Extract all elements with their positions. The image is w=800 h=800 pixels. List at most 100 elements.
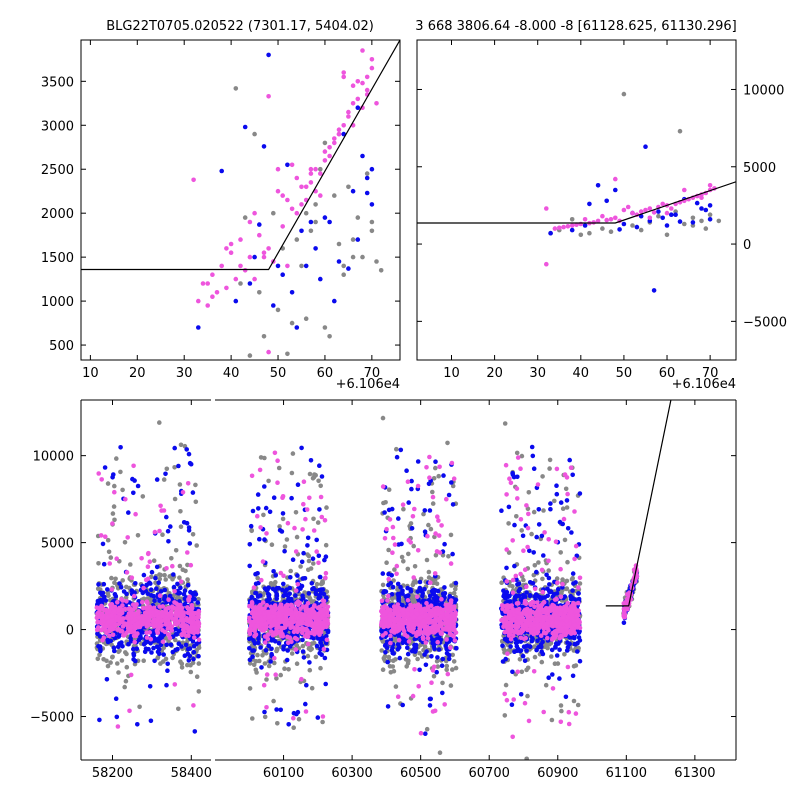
data-point-pink bbox=[451, 476, 457, 482]
data-point-pink bbox=[110, 521, 115, 526]
data-point-grey bbox=[303, 316, 309, 322]
data-point-blue bbox=[308, 458, 314, 463]
data-point-pink bbox=[133, 625, 138, 630]
data-point-grey bbox=[440, 680, 445, 686]
data-point-grey bbox=[141, 658, 146, 663]
data-point-pink bbox=[145, 564, 151, 569]
data-point-grey bbox=[140, 494, 146, 499]
data-point-grey bbox=[299, 263, 304, 269]
data-point-pink bbox=[266, 614, 272, 620]
data-point-pink bbox=[360, 48, 365, 53]
data-point-grey bbox=[322, 140, 328, 146]
data-point-blue bbox=[152, 658, 157, 664]
data-point-blue bbox=[280, 511, 286, 516]
data-point-pink bbox=[369, 65, 375, 71]
data-point-pink bbox=[100, 614, 106, 619]
data-point-grey bbox=[288, 568, 294, 574]
data-point-blue bbox=[405, 585, 410, 591]
data-point-pink bbox=[112, 609, 117, 614]
data-point-pink bbox=[405, 598, 411, 603]
data-point-blue bbox=[164, 642, 169, 648]
data-point-pink bbox=[300, 527, 305, 532]
data-point-pink bbox=[127, 611, 132, 617]
data-point-blue bbox=[314, 643, 320, 649]
data-point-blue bbox=[253, 591, 259, 596]
data-point-blue bbox=[382, 643, 388, 648]
data-point-pink bbox=[257, 232, 262, 238]
data-point-pink bbox=[350, 83, 356, 88]
data-point-blue bbox=[294, 325, 300, 330]
data-point-blue bbox=[318, 587, 324, 592]
data-point-blue bbox=[383, 650, 388, 655]
data-point-blue bbox=[304, 682, 309, 688]
data-point-blue bbox=[190, 490, 196, 495]
data-point-grey bbox=[690, 215, 696, 221]
data-point-blue bbox=[435, 655, 440, 660]
data-point-grey bbox=[374, 259, 379, 264]
data-point-blue bbox=[233, 298, 239, 304]
data-point-grey bbox=[185, 577, 190, 582]
data-point-pink bbox=[299, 202, 304, 207]
data-point-blue bbox=[126, 641, 131, 647]
data-point-pink bbox=[285, 634, 290, 640]
data-point-blue bbox=[277, 528, 283, 533]
data-point-pink bbox=[263, 621, 269, 627]
data-point-grey bbox=[122, 540, 128, 545]
data-point-pink bbox=[96, 605, 101, 611]
data-point-grey bbox=[677, 128, 683, 134]
data-point-blue bbox=[105, 587, 110, 592]
data-point-grey bbox=[285, 351, 290, 357]
data-point-pink bbox=[322, 158, 328, 163]
data-point-pink bbox=[295, 629, 300, 635]
data-point-pink bbox=[323, 570, 329, 576]
data-point-blue bbox=[383, 589, 389, 594]
data-point-pink bbox=[306, 641, 311, 647]
data-point-grey bbox=[412, 580, 418, 585]
data-point-blue bbox=[259, 665, 264, 670]
data-point-blue bbox=[110, 475, 115, 480]
data-point-grey bbox=[193, 499, 199, 505]
data-point-blue bbox=[133, 581, 138, 586]
data-point-pink bbox=[151, 605, 157, 611]
data-point-pink bbox=[252, 627, 257, 632]
data-point-pink bbox=[410, 693, 416, 699]
data-point-blue bbox=[195, 600, 201, 605]
data-point-pink bbox=[251, 619, 256, 624]
data-point-blue bbox=[360, 153, 365, 159]
data-point-blue bbox=[634, 224, 640, 230]
data-point-blue bbox=[306, 591, 312, 596]
data-point-pink bbox=[249, 473, 255, 479]
data-point-pink bbox=[279, 625, 285, 631]
data-point-pink bbox=[107, 633, 112, 639]
data-point-blue bbox=[673, 212, 678, 217]
data-point-grey bbox=[278, 672, 284, 678]
data-point-blue bbox=[390, 645, 395, 651]
data-point-pink bbox=[271, 619, 277, 625]
data-point-pink bbox=[424, 600, 429, 606]
data-point-grey bbox=[95, 586, 101, 591]
data-point-grey bbox=[108, 555, 114, 560]
data-point-pink bbox=[420, 635, 426, 640]
data-point-pink bbox=[424, 465, 429, 470]
data-point-pink bbox=[247, 219, 253, 225]
data-point-blue bbox=[165, 528, 171, 534]
data-point-blue bbox=[427, 703, 433, 708]
data-point-pink bbox=[123, 497, 128, 502]
data-point-blue bbox=[409, 486, 414, 492]
data-point-pink bbox=[384, 526, 389, 532]
data-point-blue bbox=[134, 646, 140, 651]
data-point-pink bbox=[432, 571, 438, 576]
data-point-pink bbox=[121, 633, 126, 638]
data-point-grey bbox=[426, 522, 431, 528]
data-point-pink bbox=[445, 671, 451, 677]
data-point-pink bbox=[350, 101, 356, 106]
data-point-blue bbox=[442, 585, 447, 590]
data-point-grey bbox=[323, 542, 329, 548]
data-point-pink bbox=[189, 620, 195, 625]
data-point-grey bbox=[163, 577, 168, 582]
data-point-grey bbox=[422, 644, 428, 649]
data-point-grey bbox=[172, 465, 177, 470]
data-point-pink bbox=[355, 79, 361, 84]
data-point-blue bbox=[101, 581, 107, 587]
data-point-pink bbox=[647, 215, 653, 221]
